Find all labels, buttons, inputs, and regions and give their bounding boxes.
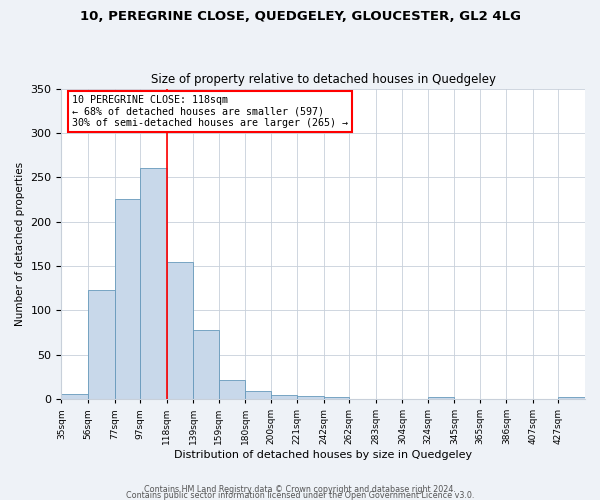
Bar [218,380,245,399]
Bar [193,330,218,399]
Text: 10 PEREGRINE CLOSE: 118sqm
← 68% of detached houses are smaller (597)
30% of sem: 10 PEREGRINE CLOSE: 118sqm ← 68% of deta… [72,95,348,128]
Bar [88,290,115,399]
Bar [61,394,88,399]
Title: Size of property relative to detached houses in Quedgeley: Size of property relative to detached ho… [151,73,496,86]
Text: 10, PEREGRINE CLOSE, QUEDGELEY, GLOUCESTER, GL2 4LG: 10, PEREGRINE CLOSE, QUEDGELEY, GLOUCEST… [79,10,521,23]
Bar [245,391,271,399]
Text: Contains HM Land Registry data © Crown copyright and database right 2024.: Contains HM Land Registry data © Crown c… [144,484,456,494]
X-axis label: Distribution of detached houses by size in Quedgeley: Distribution of detached houses by size … [174,450,472,460]
Bar [559,398,585,399]
Bar [324,398,349,399]
Bar [167,262,193,399]
Text: Contains public sector information licensed under the Open Government Licence v3: Contains public sector information licen… [126,490,474,500]
Bar [140,168,167,399]
Y-axis label: Number of detached properties: Number of detached properties [15,162,25,326]
Bar [115,200,140,399]
Bar [428,398,454,399]
Bar [297,396,324,399]
Bar [271,394,297,399]
